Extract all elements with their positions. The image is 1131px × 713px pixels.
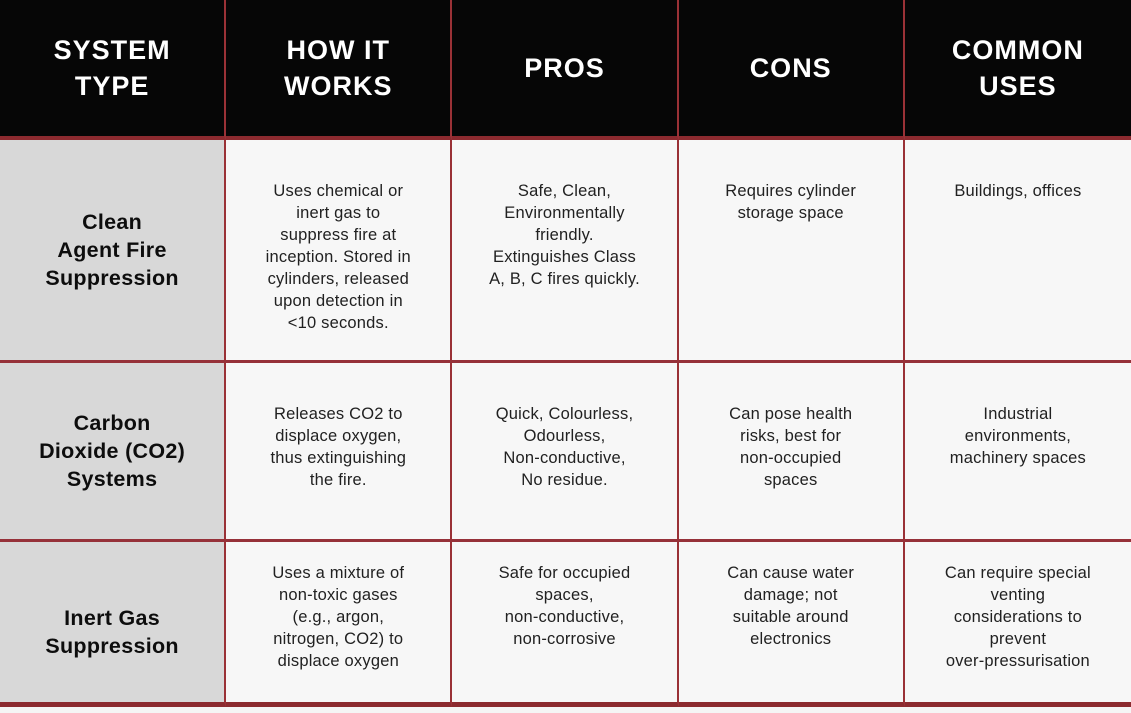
cell-how-it-works: Releases CO2 to displace oxygen, thus ex…: [226, 363, 453, 542]
column-header-how-it-works: HOW IT WORKS: [226, 0, 453, 140]
cell-pros: Safe, Clean, Environmentally friendly. E…: [452, 140, 679, 363]
column-header-pros: PROS: [452, 0, 679, 140]
cell-common-uses: Can require special venting consideratio…: [904, 542, 1131, 707]
cell-cons: Requires cylinder storage space: [678, 140, 905, 363]
cell-system-type: Carbon Dioxide (CO2) Systems: [0, 363, 227, 542]
cell-cons: Can cause water damage; not suitable aro…: [678, 542, 905, 707]
cell-system-type: Clean Agent Fire Suppression: [0, 140, 227, 363]
cell-pros: Quick, Colourless, Odourless, Non-conduc…: [452, 363, 679, 542]
cell-how-it-works: Uses chemical or inert gas to suppress f…: [226, 140, 453, 363]
column-header-cons: CONS: [678, 0, 905, 140]
cell-common-uses: Industrial environments, machinery space…: [904, 363, 1131, 542]
column-header-system-type: SYSTEM TYPE: [0, 0, 227, 140]
cell-system-type: Inert Gas Suppression: [0, 542, 227, 707]
cell-cons: Can pose health risks, best for non-occu…: [678, 363, 905, 542]
bottom-margin-strip: [0, 707, 1131, 713]
cell-how-it-works: Uses a mixture of non-toxic gases (e.g.,…: [226, 542, 453, 707]
column-header-common-uses: COMMON USES: [904, 0, 1131, 140]
cell-pros: Safe for occupied spaces, non-conductive…: [452, 542, 679, 707]
cell-common-uses: Buildings, offices: [904, 140, 1131, 363]
